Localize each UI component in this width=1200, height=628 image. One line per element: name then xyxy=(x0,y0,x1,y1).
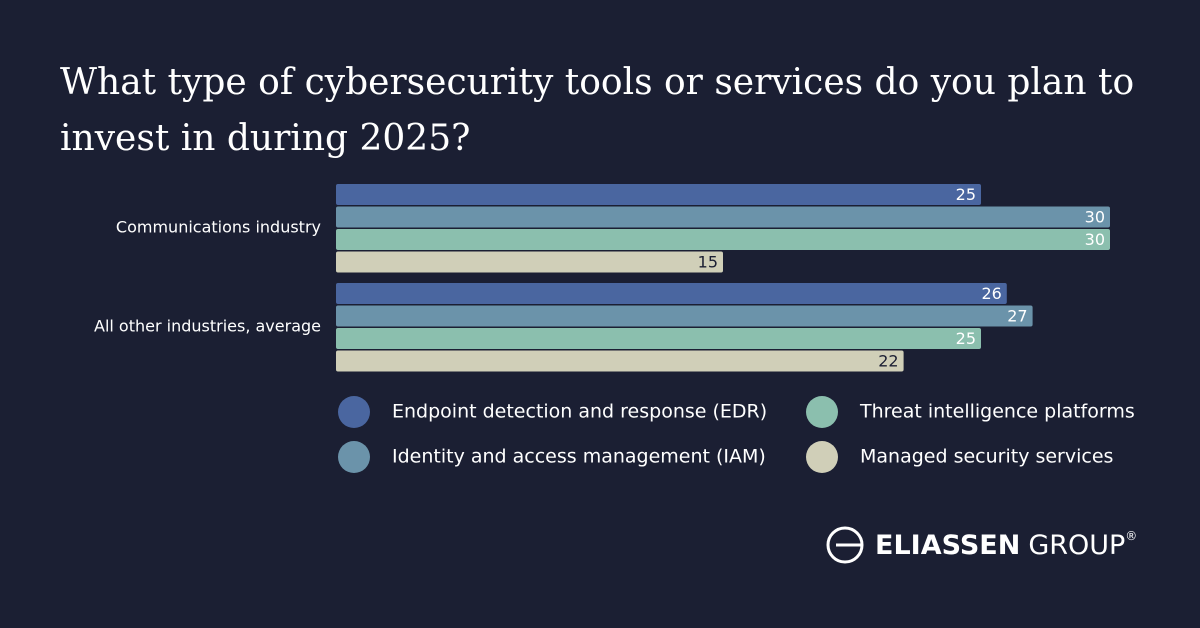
bar xyxy=(336,229,1110,250)
legend-label: Identity and access management (IAM) xyxy=(392,446,766,468)
bar xyxy=(336,350,904,372)
bar xyxy=(336,283,1007,304)
logo-suffix: GROUP xyxy=(1028,530,1125,561)
value-label: 26 xyxy=(981,284,1001,303)
logo-mark: ® xyxy=(1125,529,1137,543)
legend-swatch xyxy=(806,396,838,428)
bar xyxy=(336,184,981,205)
bar xyxy=(336,328,981,349)
legend-swatch xyxy=(806,441,838,473)
value-label: 25 xyxy=(956,329,976,348)
bar xyxy=(336,206,1110,228)
category-label: All other industries, average xyxy=(94,317,321,336)
value-label: 27 xyxy=(1007,307,1027,326)
bar xyxy=(336,305,1033,327)
legend-label: Managed security services xyxy=(860,446,1113,468)
legend-label: Endpoint detection and response (EDR) xyxy=(392,401,767,423)
value-label: 30 xyxy=(1085,208,1105,227)
value-label: 15 xyxy=(698,253,718,272)
legend-label: Threat intelligence platforms xyxy=(859,401,1135,423)
category-label: Communications industry xyxy=(116,218,321,237)
logo-name: ELIASSEN xyxy=(875,530,1020,561)
value-label: 25 xyxy=(956,185,976,204)
value-label: 22 xyxy=(878,352,898,371)
bar xyxy=(336,251,723,273)
logo: ELIASSEN GROUP® xyxy=(826,526,1137,564)
value-label: 30 xyxy=(1085,230,1105,249)
title-box: What type of cybersecurity tools or serv… xyxy=(60,62,1135,159)
legend-swatch xyxy=(338,396,370,428)
chart-title: What type of cybersecurity tools or serv… xyxy=(60,62,1135,159)
legend-swatch xyxy=(338,441,370,473)
logo-text: ELIASSEN GROUP® xyxy=(875,529,1137,561)
